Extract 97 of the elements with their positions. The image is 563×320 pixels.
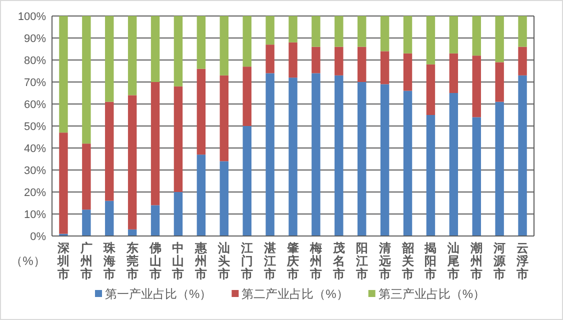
bar: [288, 42, 298, 78]
bar: [426, 16, 436, 64]
bar: [174, 86, 183, 192]
y-tick-label: 70%: [24, 77, 46, 89]
bar: [518, 16, 527, 47]
bar: [403, 53, 412, 91]
y-axis-title: （%）: [10, 254, 46, 268]
x-tick-label: 韶关市: [400, 241, 415, 281]
x-tick-label: 河源市: [492, 241, 507, 281]
bar: [495, 62, 504, 102]
x-tick-label: 湛江市: [263, 241, 276, 281]
bar: [403, 16, 412, 54]
y-tick-label: 100%: [18, 11, 46, 23]
bar: [449, 16, 458, 54]
x-tick-label: 阳江市: [354, 241, 368, 281]
bar: [288, 16, 298, 42]
bar: [472, 56, 481, 118]
x-tick-label: 佛山市: [148, 241, 162, 281]
y-tick-label: 20%: [24, 187, 46, 199]
bar: [128, 16, 137, 96]
x-tick-label: 东莞市: [125, 241, 138, 281]
bar: [426, 115, 436, 236]
bar: [150, 82, 160, 206]
y-tick-label: 50%: [24, 121, 46, 133]
bar: [105, 102, 114, 201]
y-tick-label: 10%: [24, 209, 46, 221]
x-tick-label: 深圳市: [56, 241, 70, 281]
x-tick-label: 惠州市: [194, 241, 208, 281]
x-tick-label: 珠海市: [102, 241, 116, 281]
x-tick-label: 梅州市: [308, 241, 322, 281]
bar: [472, 16, 481, 56]
bar: [220, 75, 229, 162]
bar: [105, 16, 114, 102]
bar: [266, 16, 274, 45]
bar: [357, 16, 366, 47]
bar: [150, 205, 160, 236]
bar: [449, 93, 458, 236]
bar: [518, 75, 527, 236]
legend-label: 第二产业占比（%）: [242, 287, 348, 301]
bar: [266, 73, 274, 236]
bar: [59, 16, 68, 133]
y-tick-label: 40%: [24, 143, 46, 155]
y-tick-label: 0%: [30, 231, 46, 243]
y-tick-label: 80%: [24, 55, 46, 67]
x-tick-label: 茂名市: [332, 241, 345, 281]
x-tick-label: 潮州市: [470, 241, 483, 281]
bar: [242, 126, 252, 236]
bar: [312, 16, 320, 47]
bar: [380, 84, 390, 236]
bar: [472, 117, 481, 236]
x-tick-label: 云浮市: [516, 241, 529, 281]
bar: [82, 144, 91, 210]
x-tick-label: 广州市: [79, 241, 92, 281]
x-tick-label: 汕尾市: [446, 241, 460, 281]
bar: [312, 73, 320, 236]
bar: [128, 95, 137, 230]
legend-label: 第一产业占比（%）: [105, 287, 212, 301]
bar: [220, 161, 229, 236]
bar: [242, 66, 252, 126]
x-tick-label: 汕头市: [217, 241, 230, 281]
bar: [266, 44, 274, 74]
y-tick-label: 60%: [24, 99, 46, 111]
bar: [150, 16, 160, 82]
bar: [196, 154, 206, 236]
bar: [196, 68, 206, 155]
bar: [357, 46, 366, 82]
bar: [59, 132, 68, 234]
bar: [242, 16, 252, 67]
y-tick-label: 30%: [24, 165, 46, 177]
bar: [82, 210, 91, 236]
bar: [449, 53, 458, 93]
bar: [174, 16, 183, 86]
y-tick-label: 90%: [24, 33, 46, 45]
bar: [288, 78, 298, 236]
bar: [196, 16, 206, 69]
bar: [312, 46, 320, 74]
x-tick-label: 清远市: [378, 241, 392, 281]
bar: [105, 200, 114, 236]
bar: [334, 75, 344, 236]
bar: [82, 16, 91, 144]
x-tick-label: 江门市: [240, 241, 254, 281]
bar: [334, 46, 344, 76]
bar: [495, 102, 504, 236]
x-tick-label: 揭阳市: [424, 241, 437, 281]
bar: [495, 16, 504, 62]
bar: [380, 51, 390, 84]
bar: [426, 64, 436, 115]
bar: [174, 192, 183, 236]
x-tick-label: 中山市: [171, 241, 184, 281]
x-tick-label: 肇庆市: [286, 241, 299, 281]
bar: [357, 82, 366, 236]
bar: [403, 90, 412, 236]
bar: [380, 16, 390, 52]
bar: [220, 16, 229, 76]
bar: [334, 16, 344, 47]
bar: [518, 46, 527, 76]
legend-label: 第三产业占比（%）: [378, 287, 486, 301]
